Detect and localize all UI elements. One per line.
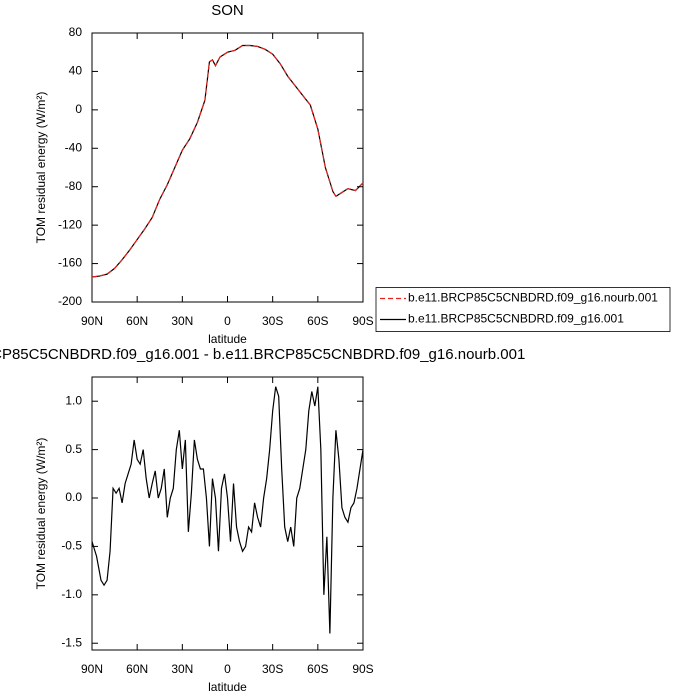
x-tick-label: 60N	[126, 662, 148, 676]
x-tick-label: 30S	[262, 314, 283, 328]
legend-box	[375, 287, 671, 332]
plot-frame	[91, 32, 364, 303]
plot-frame	[91, 376, 364, 651]
legend-label: b.e11.BRCP85C5CNBDRD.f09_g16.001	[408, 312, 624, 326]
chart-title: SON	[211, 2, 244, 19]
x-axis-label: latitude	[208, 332, 247, 346]
x-axis-label: latitude	[208, 680, 247, 694]
x-tick-label: 60S	[307, 314, 328, 328]
y-tick-label: -80	[65, 179, 83, 193]
y-axis-label: TOM residual energy (W/m²)	[34, 438, 48, 590]
x-tick-label: 90S	[352, 314, 373, 328]
x-tick-label: 0	[224, 314, 231, 328]
series-line	[91, 44, 364, 278]
x-tick-label: 30N	[171, 314, 193, 328]
x-tick-label: 90N	[81, 662, 103, 676]
x-tick-label: 30N	[171, 662, 193, 676]
legend-label: b.e11.BRCP85C5CNBDRD.f09_g16.nourb.001	[408, 291, 658, 305]
y-tick-label: -0.5	[61, 539, 82, 553]
y-tick-label: 0.5	[65, 442, 82, 456]
x-tick-label: 0	[224, 662, 231, 676]
y-tick-label: 0.0	[65, 490, 82, 504]
chart-title: b.e11.BRCP85C5CNBDRD.f09_g16.001 - b.e11…	[0, 346, 525, 363]
y-tick-label: 1.0	[65, 393, 82, 407]
y-tick-label: 40	[69, 64, 83, 78]
y-tick-label: -1.0	[61, 587, 82, 601]
y-tick-label: -1.5	[61, 635, 82, 649]
y-tick-label: -160	[58, 256, 82, 270]
x-tick-label: 90N	[81, 314, 103, 328]
y-axis-label: TOM residual energy (W/m²)	[34, 92, 48, 244]
y-tick-label: -200	[58, 294, 82, 308]
y-tick-label: -40	[65, 140, 83, 154]
y-tick-label: 80	[69, 25, 83, 39]
x-tick-label: 60N	[126, 314, 148, 328]
y-tick-label: -120	[58, 217, 82, 231]
y-tick-label: 0	[75, 102, 82, 116]
x-tick-label: 30S	[262, 662, 283, 676]
series-line	[91, 386, 364, 634]
x-tick-label: 60S	[307, 662, 328, 676]
series-line	[91, 44, 364, 278]
x-tick-label: 90S	[352, 662, 373, 676]
